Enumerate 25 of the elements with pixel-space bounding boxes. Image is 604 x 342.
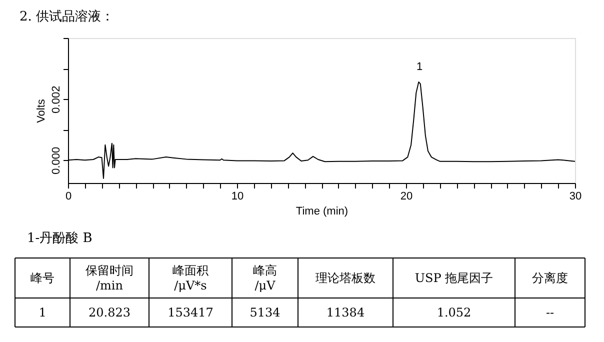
text: 153417 (168, 306, 214, 320)
x-tick-label: 20 (400, 190, 413, 202)
text: 保留时间 /min (86, 264, 134, 292)
text: 峰高 /μV (253, 264, 277, 292)
text: 5134 (250, 306, 281, 320)
text: 11384 (326, 306, 365, 320)
text: 分离度 (532, 271, 568, 285)
text: 1-丹酚酸 B (27, 231, 92, 246)
y-tick-label: 0.000 (50, 146, 62, 174)
x-axis-title: Time (min) (296, 206, 348, 218)
chart-title: 2. 供试品溶液： (20, 8, 114, 24)
y-tick-label: 0.002 (50, 86, 62, 114)
text: 理论塔板数 (316, 271, 376, 285)
y-axis-title: Volts (36, 98, 48, 123)
text: -- (546, 306, 554, 320)
text: USP 拖尾因子 (414, 271, 494, 285)
text: 峰号 (30, 271, 54, 285)
x-tick-label: 10 (231, 190, 244, 202)
text: 1.052 (436, 306, 472, 320)
text: 20.823 (88, 306, 130, 320)
annotation: 1 (416, 60, 423, 73)
text: 1 (38, 306, 46, 320)
x-tick-label: 30 (569, 190, 582, 202)
text: 峰面积 /μV*s (172, 264, 208, 292)
x-tick-label: 0 (65, 190, 72, 202)
